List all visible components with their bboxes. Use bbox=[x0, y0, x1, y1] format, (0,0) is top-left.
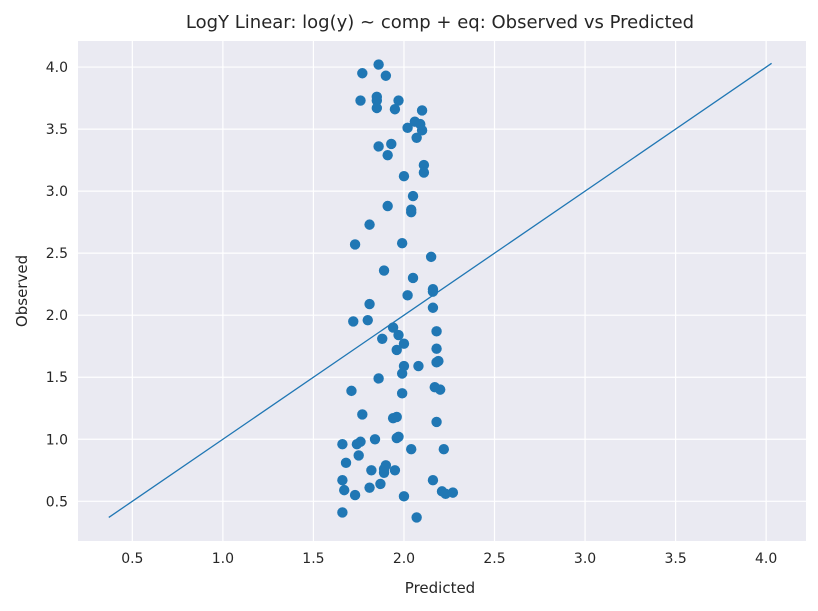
data-point bbox=[402, 122, 413, 134]
data-point bbox=[351, 439, 363, 450]
data-point bbox=[386, 138, 397, 150]
x-tick-label: 0.5 bbox=[121, 551, 143, 567]
data-point bbox=[425, 251, 437, 263]
y-tick-label: 4.0 bbox=[46, 60, 68, 76]
data-point bbox=[380, 70, 392, 81]
data-point bbox=[377, 333, 388, 344]
data-point bbox=[382, 149, 393, 161]
data-point bbox=[431, 416, 442, 428]
data-point bbox=[427, 475, 439, 486]
data-point bbox=[427, 286, 439, 297]
x-tick-label: 3.5 bbox=[664, 551, 686, 567]
y-axis-label: Observed bbox=[13, 255, 31, 327]
y-tick-label: 1.0 bbox=[46, 432, 68, 448]
data-point bbox=[391, 432, 402, 444]
x-axis-label: Predicted bbox=[405, 579, 475, 597]
data-point bbox=[418, 167, 430, 178]
data-point bbox=[371, 95, 383, 106]
x-tick-label: 1.5 bbox=[302, 551, 324, 567]
data-point bbox=[373, 59, 384, 70]
data-point bbox=[438, 443, 450, 455]
data-point bbox=[402, 290, 413, 301]
data-point bbox=[389, 104, 401, 115]
data-point bbox=[396, 368, 408, 379]
data-point bbox=[346, 385, 357, 397]
data-point bbox=[337, 439, 348, 450]
data-point bbox=[389, 465, 401, 476]
data-point bbox=[349, 489, 361, 501]
identity-line bbox=[108, 62, 772, 518]
y-tick-label: 3.0 bbox=[46, 184, 68, 200]
data-point bbox=[355, 95, 366, 106]
data-point bbox=[406, 207, 417, 218]
data-point bbox=[349, 239, 361, 250]
x-tick-label: 1.0 bbox=[212, 551, 234, 567]
data-point bbox=[362, 314, 373, 326]
x-tick-label: 2.5 bbox=[483, 551, 505, 567]
data-point bbox=[378, 265, 390, 276]
x-tick-label: 3.0 bbox=[574, 551, 596, 567]
data-point bbox=[413, 360, 424, 372]
data-point bbox=[407, 190, 419, 202]
data-point bbox=[373, 141, 384, 152]
data-point bbox=[357, 68, 368, 79]
y-tick-label: 0.5 bbox=[46, 494, 68, 510]
data-point bbox=[337, 507, 348, 518]
data-point bbox=[431, 357, 442, 368]
data-point bbox=[396, 388, 408, 399]
data-point bbox=[434, 384, 446, 395]
x-tick-label: 4.0 bbox=[755, 551, 777, 567]
grid-layer bbox=[78, 41, 806, 541]
data-point bbox=[373, 373, 384, 384]
plot-area bbox=[78, 41, 806, 541]
data-point bbox=[406, 443, 417, 455]
data-point bbox=[398, 171, 410, 182]
data-point bbox=[339, 484, 350, 496]
data-point bbox=[378, 467, 390, 478]
data-point bbox=[382, 200, 393, 212]
data-point bbox=[427, 302, 439, 313]
data-point bbox=[348, 316, 359, 327]
data-point bbox=[353, 450, 364, 461]
y-tick-labels: 0.5 1.0 1.5 2.0 2.5 3.0 3.5 4.0 bbox=[46, 60, 68, 510]
data-point bbox=[418, 159, 430, 171]
data-point bbox=[364, 482, 375, 493]
x-tick-labels: 0.5 1.0 1.5 2.0 2.5 3.0 3.5 4.0 bbox=[121, 551, 777, 567]
data-point bbox=[398, 491, 410, 502]
data-point bbox=[387, 412, 399, 424]
point-layer bbox=[337, 59, 459, 523]
data-point bbox=[366, 465, 377, 476]
data-point bbox=[411, 512, 422, 523]
data-point bbox=[371, 102, 383, 114]
data-point bbox=[340, 457, 352, 469]
data-point bbox=[396, 238, 408, 249]
data-point bbox=[411, 132, 422, 143]
chart-title: LogY Linear: log(y) ~ comp + eq: Observe… bbox=[186, 12, 694, 33]
data-point bbox=[393, 95, 404, 106]
data-point bbox=[416, 105, 428, 116]
data-point bbox=[393, 329, 404, 341]
data-point bbox=[357, 409, 368, 420]
y-tick-label: 1.5 bbox=[46, 370, 68, 386]
data-point bbox=[431, 343, 442, 354]
data-point bbox=[391, 344, 402, 356]
data-point bbox=[431, 326, 442, 337]
y-tick-label: 2.0 bbox=[46, 308, 68, 324]
data-point bbox=[398, 338, 410, 349]
y-tick-label: 2.5 bbox=[46, 246, 68, 262]
data-point bbox=[364, 219, 375, 230]
x-tick-label: 2.0 bbox=[393, 551, 415, 567]
data-point bbox=[364, 298, 375, 310]
data-point bbox=[416, 125, 428, 136]
data-point bbox=[387, 322, 399, 333]
data-point bbox=[375, 478, 386, 490]
data-point bbox=[337, 475, 348, 486]
data-point bbox=[369, 434, 381, 445]
data-point bbox=[447, 487, 459, 498]
data-point bbox=[407, 272, 419, 284]
y-tick-label: 3.5 bbox=[46, 122, 68, 138]
reference-line-layer bbox=[108, 62, 772, 518]
